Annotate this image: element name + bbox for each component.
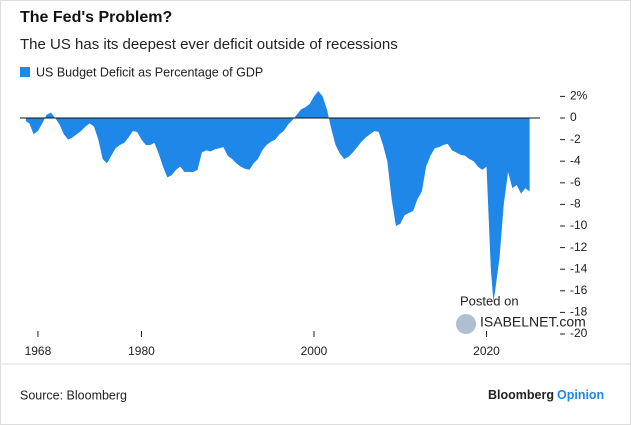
brand-suffix: Opinion	[557, 388, 604, 402]
watermark-line: ISABELNET.com	[480, 314, 586, 330]
x-tick-label: 2020	[473, 344, 500, 358]
y-tick-label: -6	[570, 175, 581, 189]
y-tick-label: -16	[570, 283, 588, 297]
y-tick-label: 0	[570, 110, 577, 124]
brand-name: Bloomberg	[488, 388, 554, 402]
y-tick-label: -14	[570, 261, 588, 275]
chart-title: The Fed's Problem?	[20, 9, 172, 26]
watermark-icon	[456, 314, 476, 334]
x-tick-label: 2000	[301, 344, 328, 358]
y-tick-label: -2	[570, 132, 581, 146]
x-tick-label: 1968	[25, 344, 52, 358]
y-tick-label: -12	[570, 240, 588, 254]
legend-swatch	[20, 67, 30, 77]
brand: Bloomberg Opinion	[488, 388, 604, 402]
area	[25, 91, 530, 302]
y-tick-label: -10	[570, 218, 588, 232]
y-tick-label: -4	[570, 153, 581, 167]
y-tick-label: -8	[570, 197, 581, 211]
watermark-line: Posted on	[460, 293, 519, 308]
chart-subtitle: The US has its deepest ever deficit outs…	[20, 36, 398, 53]
y-tick-label: -18	[570, 305, 588, 319]
plot: 2% 0 -2 -4 -6 -8 -10 -12 -14 -16 -18 -20 1968 1980 200…	[20, 89, 588, 358]
y-tick-label: 2%	[570, 89, 588, 103]
x-tick-label: 1980	[128, 344, 155, 358]
source: Source: Bloomberg	[20, 388, 127, 402]
y-tick-label: -20	[570, 326, 588, 340]
legend-label: US Budget Deficit as Percentage of GDP	[36, 65, 263, 79]
